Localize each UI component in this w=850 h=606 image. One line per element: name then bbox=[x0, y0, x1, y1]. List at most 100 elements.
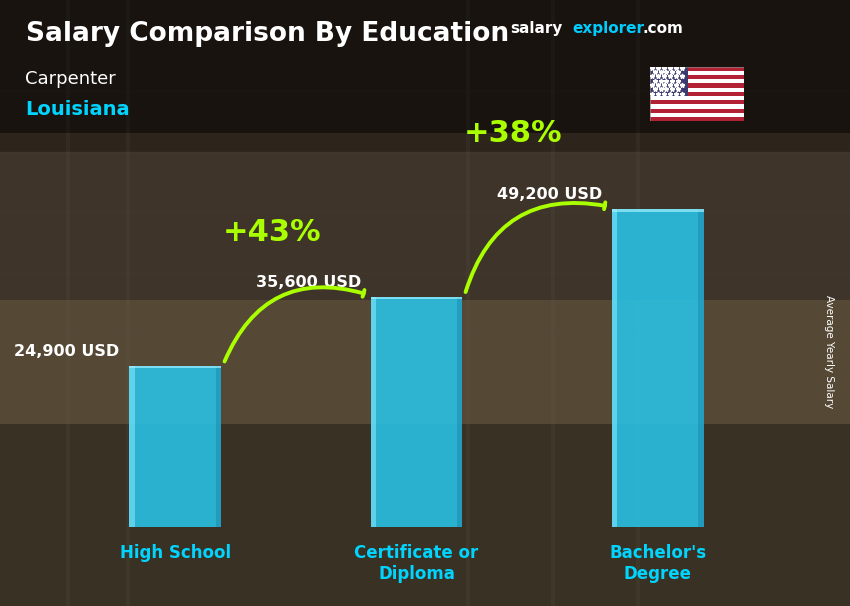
Text: explorer: explorer bbox=[572, 21, 644, 36]
Bar bbox=[0, 6, 850, 9]
Bar bbox=[0, 294, 850, 297]
Bar bbox=[0, 576, 850, 579]
Bar bbox=[0, 461, 850, 464]
Bar bbox=[0, 239, 850, 242]
Bar bbox=[0, 79, 850, 82]
Bar bbox=[0, 382, 850, 385]
Bar bbox=[0, 233, 850, 236]
Bar bbox=[0, 358, 850, 361]
Bar bbox=[0, 536, 850, 539]
Bar bbox=[0, 173, 850, 176]
Bar bbox=[456, 296, 462, 527]
Bar bbox=[0, 339, 850, 342]
Bar bbox=[0, 379, 850, 382]
Bar bbox=[0, 539, 850, 542]
Bar bbox=[0, 321, 850, 324]
Bar bbox=[0, 118, 850, 121]
Bar bbox=[0, 142, 850, 145]
Bar bbox=[0, 0, 850, 3]
Bar bbox=[0, 585, 850, 588]
Text: salary: salary bbox=[510, 21, 563, 36]
Bar bbox=[0, 136, 850, 139]
Bar bbox=[0, 554, 850, 558]
Bar bbox=[0, 167, 850, 170]
Bar bbox=[650, 92, 744, 96]
Bar bbox=[129, 366, 221, 527]
Bar bbox=[0, 530, 850, 533]
Bar bbox=[0, 594, 850, 597]
Bar bbox=[0, 145, 850, 148]
Bar bbox=[0, 545, 850, 548]
Bar bbox=[0, 348, 850, 351]
Bar bbox=[0, 197, 850, 200]
Bar bbox=[0, 524, 850, 527]
Bar bbox=[0, 567, 850, 570]
Bar bbox=[0, 161, 850, 164]
Bar bbox=[0, 139, 850, 142]
Bar bbox=[650, 84, 744, 88]
Bar bbox=[650, 67, 744, 71]
Bar bbox=[0, 170, 850, 173]
Bar bbox=[650, 96, 744, 100]
Bar bbox=[0, 133, 850, 136]
Bar bbox=[0, 236, 850, 239]
Bar bbox=[0, 179, 850, 182]
Bar bbox=[0, 494, 850, 497]
Bar bbox=[0, 548, 850, 551]
Bar bbox=[0, 297, 850, 300]
Bar bbox=[0, 58, 850, 61]
Bar bbox=[0, 155, 850, 158]
Bar bbox=[0, 433, 850, 436]
Bar bbox=[0, 27, 850, 30]
Bar bbox=[0, 312, 850, 315]
Bar bbox=[650, 71, 744, 75]
Bar bbox=[0, 412, 850, 415]
Bar bbox=[0, 506, 850, 509]
Bar bbox=[0, 473, 850, 476]
Bar bbox=[0, 124, 850, 127]
Text: 49,200 USD: 49,200 USD bbox=[497, 187, 603, 202]
Bar bbox=[0, 106, 850, 109]
Bar bbox=[0, 361, 850, 364]
Bar bbox=[0, 309, 850, 312]
Bar bbox=[0, 245, 850, 248]
Bar bbox=[0, 103, 850, 106]
Bar bbox=[0, 206, 850, 209]
Bar bbox=[0, 282, 850, 285]
Bar bbox=[0, 73, 850, 76]
Bar bbox=[0, 258, 850, 261]
Bar bbox=[0, 33, 850, 36]
Bar bbox=[0, 397, 850, 400]
Bar bbox=[0, 152, 850, 155]
Bar bbox=[0, 85, 850, 88]
Bar bbox=[0, 491, 850, 494]
Bar bbox=[0, 212, 850, 215]
Bar bbox=[612, 208, 617, 527]
Bar bbox=[0, 367, 850, 370]
Bar bbox=[0, 88, 850, 91]
Bar bbox=[0, 0, 850, 133]
Bar bbox=[0, 521, 850, 524]
Bar bbox=[0, 64, 850, 67]
Bar bbox=[0, 497, 850, 500]
Bar bbox=[698, 208, 704, 527]
Bar bbox=[0, 327, 850, 330]
Bar bbox=[0, 185, 850, 188]
Bar bbox=[0, 21, 850, 24]
Bar bbox=[650, 100, 744, 104]
Bar bbox=[0, 200, 850, 203]
Bar bbox=[0, 376, 850, 379]
Bar bbox=[0, 300, 850, 303]
Bar bbox=[0, 345, 850, 348]
Bar bbox=[650, 104, 744, 108]
Bar bbox=[0, 18, 850, 21]
Bar bbox=[0, 561, 850, 564]
Bar bbox=[650, 108, 744, 113]
Bar bbox=[0, 436, 850, 439]
Bar bbox=[0, 70, 850, 73]
Bar bbox=[0, 342, 850, 345]
Bar bbox=[0, 597, 850, 600]
Bar bbox=[0, 112, 850, 115]
Bar bbox=[0, 188, 850, 191]
Bar bbox=[0, 364, 850, 367]
